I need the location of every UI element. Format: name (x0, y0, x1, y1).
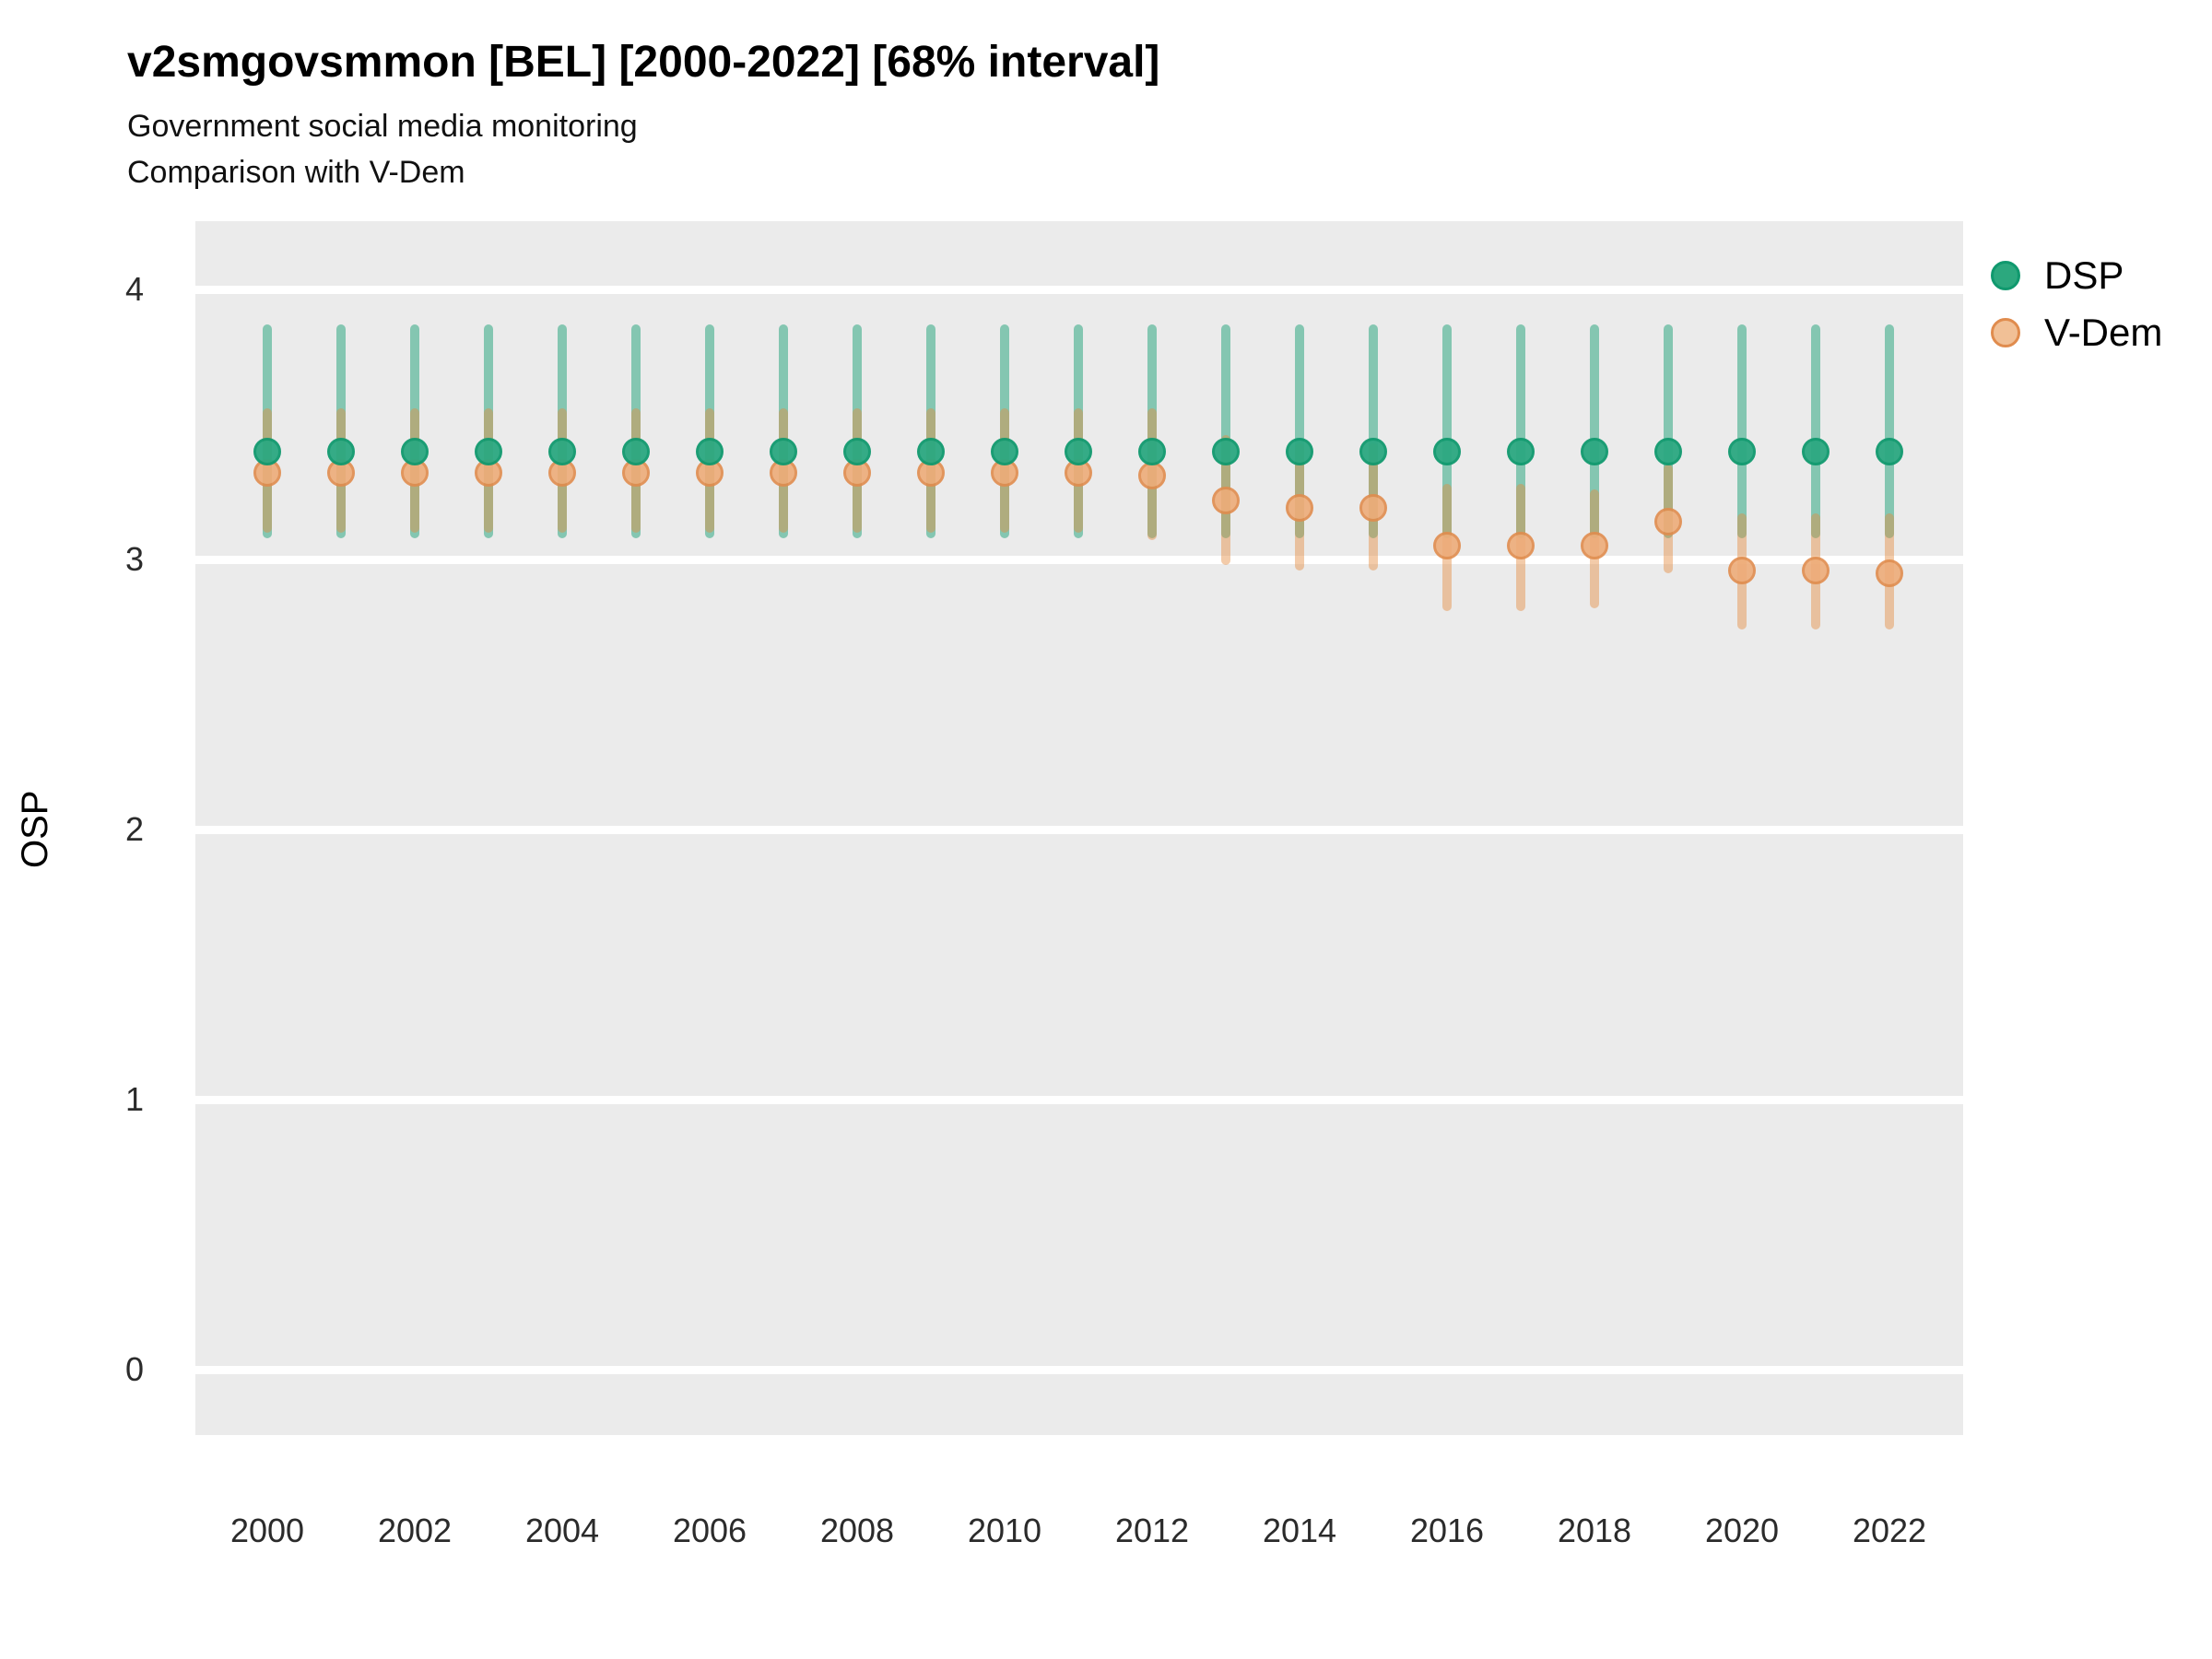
dsp-point-2009 (917, 437, 945, 465)
dsp-interval-bar-2008 (853, 324, 862, 538)
dsp-point-2006 (696, 437, 724, 465)
chart-subtitle-line2: Comparison with V-Dem (127, 155, 465, 190)
legend: DSP V-Dem (1991, 247, 2162, 361)
gridline-y-0 (195, 1365, 1963, 1374)
dsp-interval-bar-2006 (705, 324, 714, 538)
dsp-point-2016 (1433, 437, 1461, 465)
dsp-point-2010 (991, 437, 1018, 465)
dsp-point-2002 (401, 437, 429, 465)
dsp-interval-bar-2013 (1221, 324, 1230, 538)
dsp-interval-bar-2009 (926, 324, 935, 538)
gridline-y-1 (195, 1095, 1963, 1104)
dsp-point-2005 (622, 437, 650, 465)
gridline-y-2 (195, 825, 1963, 834)
dsp-interval-bar-2005 (631, 324, 641, 538)
x-tick-label-2020: 2020 (1704, 1512, 1780, 1549)
dsp-point-2014 (1286, 437, 1313, 465)
vdem-point-2022 (1876, 559, 1903, 587)
vdem-point-2021 (1802, 556, 1830, 584)
x-tick-label-2014: 2014 (1262, 1512, 1337, 1549)
vdem-point-2020 (1728, 556, 1756, 584)
dsp-interval-bar-2022 (1885, 324, 1894, 538)
dsp-interval-bar-2021 (1811, 324, 1820, 538)
dsp-point-2001 (327, 437, 355, 465)
x-tick-label-2008: 2008 (819, 1512, 895, 1549)
x-tick-label-2002: 2002 (377, 1512, 453, 1549)
vdem-point-2017 (1507, 532, 1535, 560)
dsp-point-2012 (1138, 437, 1166, 465)
gridline-y-3 (195, 555, 1963, 564)
dsp-interval-bar-2003 (484, 324, 493, 538)
x-tick-label-2006: 2006 (672, 1512, 747, 1549)
y-tick-label-1: 1 (124, 1080, 144, 1118)
chart-title: v2smgovsmmon [BEL] [2000-2022] [68% inte… (127, 38, 1160, 87)
dsp-legend-dot-icon (1991, 261, 2020, 290)
gridline-y-4 (195, 285, 1963, 294)
dsp-point-2017 (1507, 437, 1535, 465)
vdem-point-2019 (1654, 507, 1682, 535)
y-tick-label-2: 2 (124, 810, 144, 848)
vdem-point-2013 (1212, 486, 1240, 514)
dsp-interval-bar-2012 (1147, 324, 1157, 538)
vdem-point-2012 (1138, 462, 1166, 490)
y-tick-label-4: 4 (124, 270, 144, 308)
dsp-point-2020 (1728, 437, 1756, 465)
vdem-point-2015 (1359, 494, 1387, 523)
dsp-point-2003 (475, 437, 502, 465)
dsp-interval-bar-2010 (1000, 324, 1009, 538)
dsp-point-2011 (1065, 437, 1092, 465)
dsp-point-2019 (1654, 437, 1682, 465)
dsp-point-2022 (1876, 437, 1903, 465)
legend-item-vdem: V-Dem (1991, 304, 2162, 361)
dsp-point-2018 (1581, 437, 1608, 465)
legend-item-dsp: DSP (1991, 247, 2162, 304)
chart-subtitle-line1: Government social media monitoring (127, 109, 638, 144)
dsp-interval-bar-2015 (1369, 324, 1378, 538)
dsp-interval-bar-2001 (336, 324, 346, 538)
dsp-interval-bar-2011 (1074, 324, 1083, 538)
legend-label-vdem: V-Dem (2044, 311, 2163, 354)
vdem-point-2016 (1433, 532, 1461, 560)
dsp-interval-bar-2004 (558, 324, 567, 538)
dsp-point-2013 (1212, 437, 1240, 465)
y-tick-label-3: 3 (124, 540, 144, 578)
dsp-point-2000 (253, 437, 281, 465)
y-tick-label-0: 0 (124, 1350, 144, 1388)
x-tick-label-2022: 2022 (1852, 1512, 1927, 1549)
chart-subtitle: Government social media monitoring Compa… (127, 103, 638, 195)
x-tick-label-2004: 2004 (524, 1512, 600, 1549)
vdem-point-2018 (1581, 532, 1608, 560)
dsp-point-2021 (1802, 437, 1830, 465)
vdem-point-2002 (401, 459, 429, 488)
x-tick-label-2018: 2018 (1557, 1512, 1632, 1549)
x-tick-label-2000: 2000 (229, 1512, 305, 1549)
dsp-interval-bar-2016 (1442, 324, 1452, 538)
vdem-legend-dot-icon (1991, 318, 2020, 347)
dsp-interval-bar-2018 (1590, 324, 1599, 538)
vdem-point-2014 (1286, 494, 1313, 523)
dsp-interval-bar-2019 (1664, 324, 1673, 538)
dsp-point-2007 (770, 437, 797, 465)
dsp-interval-bar-2002 (410, 324, 419, 538)
dsp-interval-bar-2007 (779, 324, 788, 538)
dsp-point-2004 (548, 437, 576, 465)
legend-label-dsp: DSP (2044, 253, 2124, 297)
dsp-point-2008 (843, 437, 871, 465)
dsp-interval-bar-2000 (263, 324, 272, 538)
dsp-interval-bar-2020 (1737, 324, 1747, 538)
dsp-interval-bar-2017 (1516, 324, 1525, 538)
x-tick-label-2016: 2016 (1409, 1512, 1485, 1549)
dsp-point-2015 (1359, 437, 1387, 465)
x-tick-label-2012: 2012 (1114, 1512, 1190, 1549)
dsp-interval-bar-2014 (1295, 324, 1304, 538)
x-tick-label-2010: 2010 (967, 1512, 1042, 1549)
